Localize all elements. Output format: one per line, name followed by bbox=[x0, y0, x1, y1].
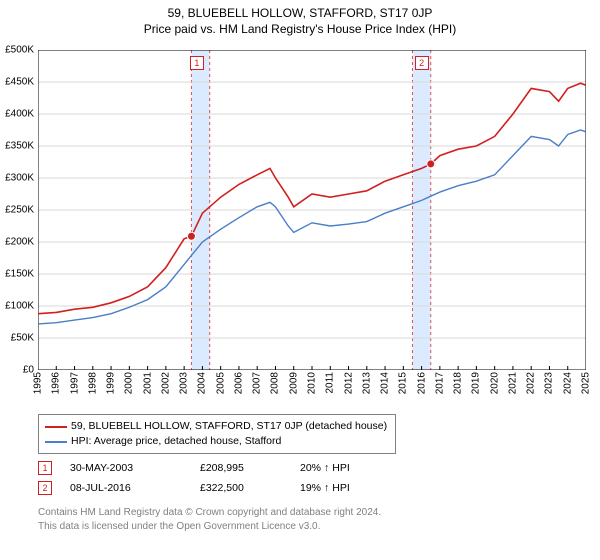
x-tick-label: 2017 bbox=[434, 372, 445, 394]
x-axis-labels: 1995199619971998199920002001200220032004… bbox=[38, 372, 586, 412]
x-tick-label: 2020 bbox=[489, 372, 500, 394]
sale-marker: 2 bbox=[38, 481, 52, 495]
y-tick-label: £200K bbox=[5, 237, 34, 248]
x-tick-label: 1998 bbox=[87, 372, 98, 394]
x-tick-label: 1996 bbox=[51, 372, 62, 394]
x-tick-label: 2025 bbox=[581, 372, 592, 394]
x-tick-label: 2008 bbox=[270, 372, 281, 394]
y-tick-label: £350K bbox=[5, 141, 34, 152]
legend-label: HPI: Average price, detached house, Staf… bbox=[71, 434, 281, 449]
y-tick-label: £50K bbox=[11, 333, 34, 344]
sale-row: 2 08-JUL-2016£322,50019%↑HPI bbox=[38, 478, 420, 498]
title-block: 59, BLUEBELL HOLLOW, STAFFORD, ST17 0JP … bbox=[0, 0, 600, 36]
legend: 59, BLUEBELL HOLLOW, STAFFORD, ST17 0JP … bbox=[38, 414, 396, 454]
disclaimer-line-2: This data is licensed under the Open Gov… bbox=[38, 520, 381, 534]
y-tick-label: £100K bbox=[5, 301, 34, 312]
x-tick-label: 2004 bbox=[197, 372, 208, 394]
chart-plot-area bbox=[38, 50, 586, 370]
y-axis-labels: £0£50K£100K£150K£200K£250K£300K£350K£400… bbox=[0, 50, 36, 370]
arrow-up-icon: ↑ bbox=[324, 482, 329, 494]
sales-table: 1 30-MAY-2003£208,99520%↑HPI 2 08-JUL-2016£… bbox=[38, 458, 420, 498]
annotation-flag: 1 bbox=[190, 56, 204, 70]
x-tick-label: 2014 bbox=[380, 372, 391, 394]
y-tick-label: £150K bbox=[5, 269, 34, 280]
chart-subtitle: Price paid vs. HM Land Registry's House … bbox=[0, 22, 600, 36]
x-tick-label: 2023 bbox=[544, 372, 555, 394]
disclaimer: Contains HM Land Registry data © Crown c… bbox=[38, 506, 381, 533]
x-tick-label: 2022 bbox=[526, 372, 537, 394]
x-tick-label: 2010 bbox=[307, 372, 318, 394]
y-tick-label: £250K bbox=[5, 205, 34, 216]
sale-date: 30-MAY-2003 bbox=[70, 462, 200, 474]
x-tick-label: 2011 bbox=[325, 372, 336, 394]
x-tick-label: 2019 bbox=[471, 372, 482, 394]
x-tick-label: 1997 bbox=[69, 372, 80, 394]
legend-label: 59, BLUEBELL HOLLOW, STAFFORD, ST17 0JP … bbox=[71, 419, 387, 434]
sale-price: £208,995 bbox=[200, 462, 300, 474]
sale-marker: 1 bbox=[38, 461, 52, 475]
arrow-up-icon: ↑ bbox=[324, 462, 329, 474]
x-tick-label: 2002 bbox=[160, 372, 171, 394]
sale-diff: 19%↑HPI bbox=[300, 482, 420, 494]
y-tick-label: £500K bbox=[5, 45, 34, 56]
chart-container: 59, BLUEBELL HOLLOW, STAFFORD, ST17 0JP … bbox=[0, 0, 600, 560]
x-tick-label: 2016 bbox=[416, 372, 427, 394]
disclaimer-line-1: Contains HM Land Registry data © Crown c… bbox=[38, 506, 381, 520]
x-tick-label: 2006 bbox=[233, 372, 244, 394]
legend-swatch bbox=[45, 441, 67, 443]
legend-row: 59, BLUEBELL HOLLOW, STAFFORD, ST17 0JP … bbox=[45, 419, 387, 434]
x-tick-label: 2024 bbox=[562, 372, 573, 394]
x-tick-label: 2009 bbox=[288, 372, 299, 394]
x-tick-label: 2013 bbox=[361, 372, 372, 394]
x-tick-label: 2012 bbox=[343, 372, 354, 394]
legend-swatch bbox=[45, 426, 67, 428]
x-tick-label: 2007 bbox=[252, 372, 263, 394]
chart-svg bbox=[38, 50, 586, 370]
y-tick-label: £450K bbox=[5, 77, 34, 88]
legend-row: HPI: Average price, detached house, Staf… bbox=[45, 434, 387, 449]
x-tick-label: 2003 bbox=[179, 372, 190, 394]
x-tick-label: 2015 bbox=[398, 372, 409, 394]
y-tick-label: £400K bbox=[5, 109, 34, 120]
chart-title: 59, BLUEBELL HOLLOW, STAFFORD, ST17 0JP bbox=[0, 6, 600, 20]
sale-date: 08-JUL-2016 bbox=[70, 482, 200, 494]
x-tick-label: 1995 bbox=[33, 372, 44, 394]
x-tick-label: 2005 bbox=[215, 372, 226, 394]
x-tick-label: 2021 bbox=[507, 372, 518, 394]
sale-price: £322,500 bbox=[200, 482, 300, 494]
x-tick-label: 2018 bbox=[453, 372, 464, 394]
x-tick-label: 2000 bbox=[124, 372, 135, 394]
sale-row: 1 30-MAY-2003£208,99520%↑HPI bbox=[38, 458, 420, 478]
annotation-flag: 2 bbox=[415, 56, 429, 70]
x-tick-label: 2001 bbox=[142, 372, 153, 394]
y-tick-label: £300K bbox=[5, 173, 34, 184]
x-tick-label: 1999 bbox=[106, 372, 117, 394]
sale-diff: 20%↑HPI bbox=[300, 462, 420, 474]
